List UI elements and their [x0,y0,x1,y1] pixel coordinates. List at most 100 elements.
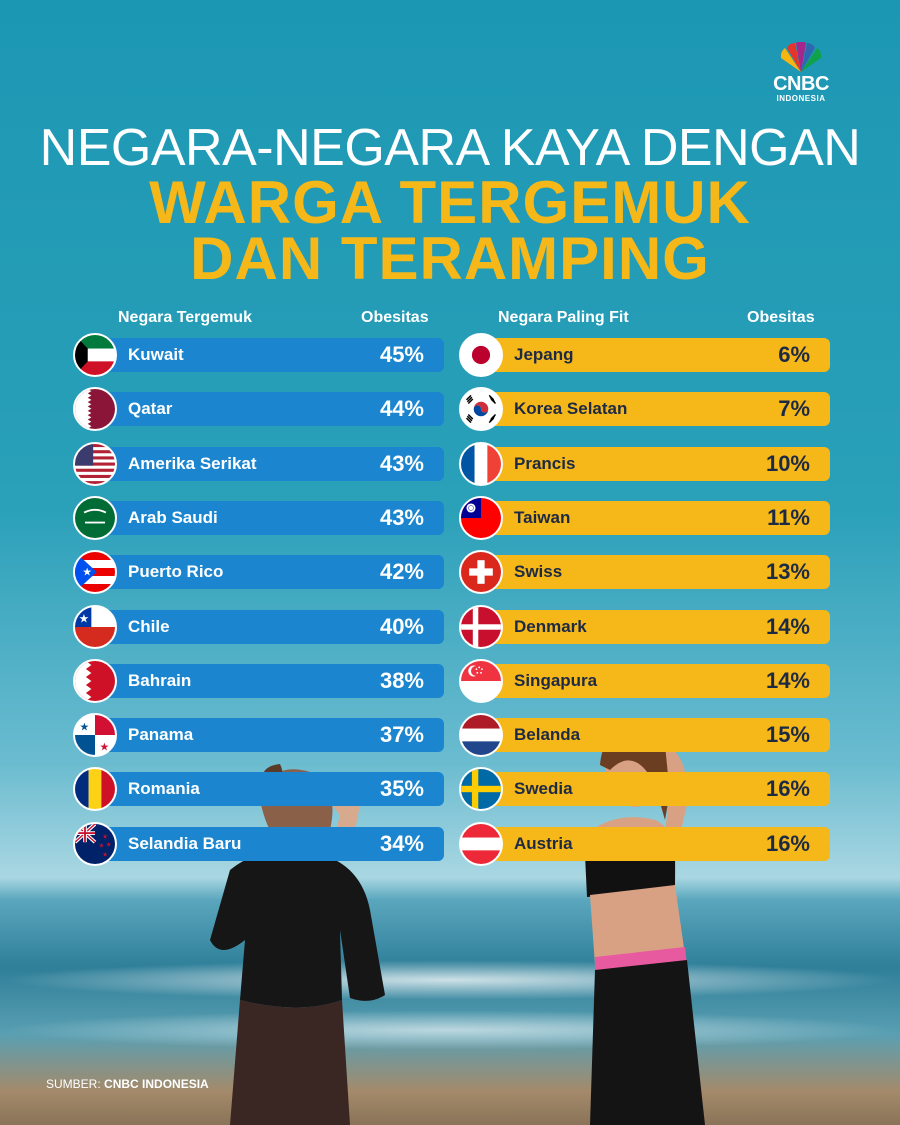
sea-foam [0,960,900,1000]
obesity-value: 7% [778,396,810,422]
obesity-value: 45% [379,342,424,367]
country-name: Belanda [514,725,581,745]
svg-text:★: ★ [102,833,108,840]
left-header-country: Negara Tergemuk [118,309,252,326]
list-item: ★ Puerto Rico 42% [73,550,444,595]
obesity-value: 40% [379,613,424,639]
obesity-value: 35% [379,776,424,802]
panama-flag-icon: ★ ★ [73,713,117,758]
title-line-3: DAN TERAMPING [190,225,710,292]
woman-left-photo [210,764,385,1125]
row-bar [95,772,444,807]
country-name: Jepang [514,345,574,364]
obesity-value: 38% [379,667,424,693]
row-bar [95,826,444,861]
left-header-value: Obesitas [361,309,429,326]
taiwan-flag-icon [459,495,503,540]
kuwait-flag-icon [73,333,117,377]
row-bar [481,392,830,427]
netherlands-flag-icon [459,713,503,758]
country-name: Panama [128,725,194,745]
source-label: SUMBER: [46,1077,101,1091]
obesity-value: 16% [765,830,810,856]
list-item: Swedia 16% [459,767,830,812]
obesity-value: 43% [379,504,424,530]
right-header-value: Obesitas [747,309,815,326]
svg-text:★: ★ [102,851,108,858]
sea-foam-lower [0,1010,900,1050]
country-name: Selandia Baru [128,833,242,853]
chile-flag-icon: ★ [73,604,117,649]
row-bar [95,338,444,372]
row-bar [481,338,830,372]
austria-flag-icon [459,821,503,866]
row-bar [95,555,444,590]
list-item: Taiwan 11% [459,495,830,540]
list-item: Swiss 13% [459,550,830,595]
title-line-2: WARGA TERGEMUK [149,169,751,236]
saudi-flag-icon [73,495,117,540]
right-header-country: Negara Paling Fit [498,309,629,326]
qatar-flag-icon [73,387,117,432]
list-item: Prancis 10% [459,441,830,486]
france-flag-icon [459,441,503,486]
row-bar [481,555,830,590]
obesity-value: 14% [765,667,810,693]
list-item: Austria 16% [459,821,830,866]
row-bar [481,718,830,753]
country-name: Arab Saudi [128,507,218,527]
row-bar [481,663,830,698]
country-name: Puerto Rico [128,562,224,582]
switzerland-flag-icon [459,550,503,595]
denmark-flag-icon [459,604,503,649]
singapore-flag-icon [459,658,503,703]
row-bar [95,718,444,753]
country-name: Romania [128,779,200,799]
new-zealand-flag-icon: ★ ★ ★ ★ [73,821,117,866]
bahrain-flag-icon [73,658,117,703]
logo-brand: CNBC [773,73,829,95]
country-name: Swedia [514,779,573,799]
list-item: Qatar 44% [73,387,444,432]
list-item: ★ Chile 40% [73,604,444,649]
list-item: Denmark 14% [459,604,830,649]
cnbc-logo: CNBC INDONESIA [763,42,839,104]
list-item: Romania 35% [73,767,444,812]
country-name: Kuwait [128,345,184,364]
row-bar [95,609,444,644]
source-line: SUMBER: CNBC INDONESIA [46,1077,209,1091]
source-value: CNBC INDONESIA [104,1077,209,1091]
country-name: Bahrain [128,670,192,690]
country-name: Swiss [514,562,563,582]
svg-text:★: ★ [106,841,112,848]
list-item: Kuwait 45% [73,333,444,377]
puerto-rico-flag-icon: ★ [73,550,117,595]
obesity-value: 37% [379,722,424,748]
obesity-value: 15% [765,722,810,748]
country-name: Austria [514,833,573,853]
obesity-value: 13% [765,559,810,585]
obesity-value: 14% [765,613,810,639]
svg-text:★: ★ [99,842,105,849]
title-line-1: NEGARA-NEGARA KAYA DENGAN [39,119,861,177]
south-korea-flag-icon [459,387,503,432]
row-bar [481,772,830,807]
obesity-value: 43% [379,450,424,476]
row-bar [481,446,830,481]
japan-flag-icon [459,333,503,377]
peacock-icon [780,42,822,72]
logo-sub: INDONESIA [776,94,826,103]
obesity-value: 44% [379,396,424,422]
list-item: Amerika Serikat 43% [73,441,444,486]
country-name: Taiwan [514,507,571,527]
obesity-value: 34% [379,830,424,856]
row-bar [95,446,444,481]
country-name: Denmark [514,616,587,636]
obesity-value: 16% [765,776,810,802]
list-item: Korea Selatan 7% [459,387,830,432]
svg-text:★: ★ [80,721,90,734]
list-item: Singapura 14% [459,658,830,703]
sweden-flag-icon [459,767,503,812]
list-item: Jepang 6% [459,333,830,377]
